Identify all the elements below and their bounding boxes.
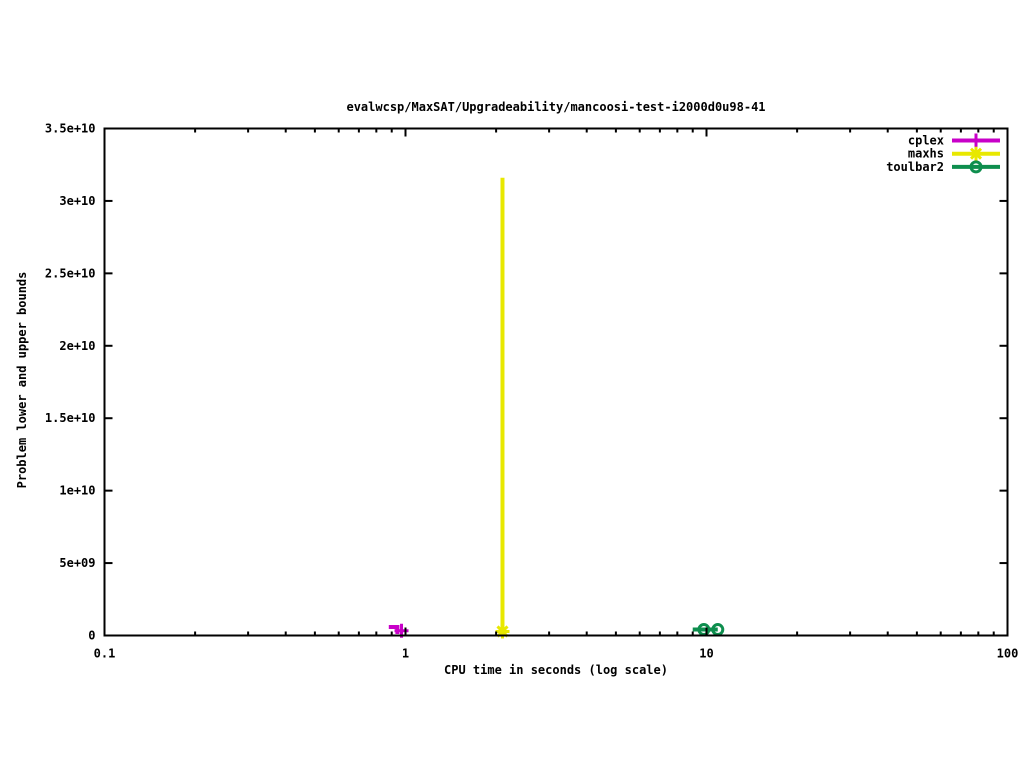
legend-marker-cplex bbox=[969, 133, 983, 148]
y-tick-label: 1.5e+10 bbox=[45, 411, 96, 425]
y-tick-label: 2.5e+10 bbox=[45, 266, 96, 280]
y-tick-label: 2e+10 bbox=[59, 339, 95, 353]
x-tick-label: 100 bbox=[997, 647, 1019, 661]
y-tick-label: 0 bbox=[88, 629, 95, 643]
y-tick-label: 3.5e+10 bbox=[45, 122, 96, 136]
legend-label-cplex: cplex bbox=[908, 134, 944, 148]
legend-label-maxhs: maxhs bbox=[908, 147, 944, 161]
x-tick-label: 0.1 bbox=[94, 647, 116, 661]
chart-title: evalwcsp/MaxSAT/Upgradeability/mancoosi-… bbox=[346, 100, 766, 114]
legend-label-toulbar2: toulbar2 bbox=[886, 160, 944, 174]
y-tick-label: 5e+09 bbox=[59, 556, 95, 570]
x-tick-label: 10 bbox=[699, 647, 713, 661]
series-maxhs-marker bbox=[495, 624, 510, 639]
y-tick-label: 1e+10 bbox=[59, 484, 95, 498]
y-axis-label: Problem lower and upper bounds bbox=[15, 271, 29, 489]
plot-border bbox=[103, 127, 1009, 637]
y-tick-label: 3e+10 bbox=[59, 194, 95, 208]
x-axis-label: CPU time in seconds (log scale) bbox=[444, 663, 668, 677]
legend-marker-maxhs bbox=[969, 146, 983, 161]
x-tick-label: 1 bbox=[402, 647, 409, 661]
legend-marker-toulbar2 bbox=[969, 160, 983, 174]
